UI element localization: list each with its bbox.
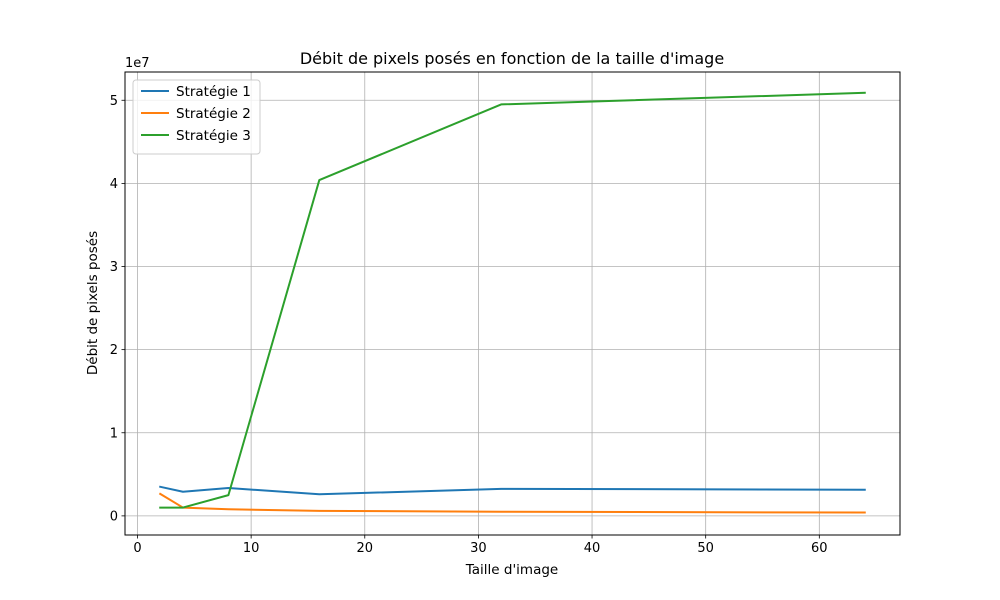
legend: Stratégie 1 Stratégie 2 Stratégie 3 (132, 79, 261, 155)
y-tick-label: 4 (110, 177, 118, 192)
x-tick-label: 0 (133, 541, 141, 556)
x-tick-label: 30 (470, 541, 487, 556)
x-tick-label: 40 (584, 541, 601, 556)
y-tick-label: 0 (110, 509, 118, 524)
y-tick-label: 1 (110, 426, 118, 441)
series-line-strategie-1 (159, 485, 866, 496)
axis-ticks: 0 10 20 30 40 50 60 0 1 2 3 4 5 (110, 94, 828, 556)
y-tick-label: 5 (110, 94, 118, 109)
x-axis-label: Taille d'image (465, 562, 558, 578)
series-line-strategie-2 (158, 492, 866, 514)
x-tick-label: 10 (243, 541, 260, 556)
x-tick-label: 20 (356, 541, 373, 556)
series-lines (158, 91, 866, 514)
y-offset-label: 1e7 (125, 56, 150, 71)
legend-label: Stratégie 1 (176, 84, 251, 100)
y-tick-label: 3 (110, 260, 118, 275)
chart-title: Débit de pixels posés en fonction de la … (300, 49, 724, 68)
legend-label: Stratégie 2 (176, 106, 251, 122)
x-tick-label: 60 (811, 541, 828, 556)
legend-label: Stratégie 3 (176, 128, 251, 144)
y-axis-label: Débit de pixels posés (85, 231, 101, 375)
plot-frame (124, 71, 901, 536)
y-tick-label: 2 (110, 343, 118, 358)
series-line-strategie-3 (159, 91, 866, 509)
grid-lines (125, 72, 900, 535)
x-tick-label: 50 (697, 541, 714, 556)
